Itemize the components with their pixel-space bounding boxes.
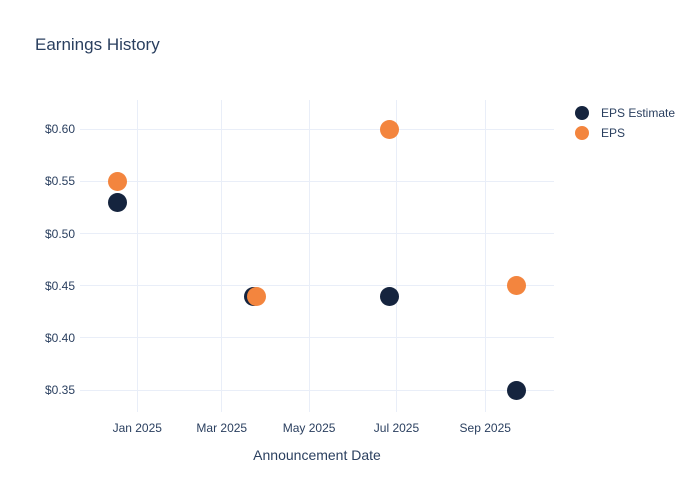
x-tick-label: Jul 2025 xyxy=(373,421,420,435)
y-tick-label: $0.50 xyxy=(44,226,75,241)
x-axis-title: Announcement Date xyxy=(253,447,381,463)
x-tick-label: Sep 2025 xyxy=(459,421,511,435)
y-tick-label: $0.40 xyxy=(44,330,75,345)
gridline-vertical xyxy=(308,100,310,412)
data-point-eps-estimate-3[interactable] xyxy=(507,380,527,400)
data-point-eps-estimate-2[interactable] xyxy=(379,286,399,306)
legend-label: EPS xyxy=(601,126,626,140)
x-tick-label: Mar 2025 xyxy=(196,421,248,435)
gridline-vertical xyxy=(221,100,223,412)
gridline-vertical xyxy=(136,100,138,412)
chart-title: Earnings History xyxy=(35,35,160,54)
x-tick-label: Jan 2025 xyxy=(112,421,162,435)
legend-item-eps[interactable]: EPS xyxy=(575,126,675,140)
data-point-eps-1[interactable] xyxy=(246,286,266,306)
gridline-vertical xyxy=(395,100,397,412)
gridline-horizontal xyxy=(80,233,554,235)
plot-area xyxy=(80,100,554,412)
legend-label: EPS Estimate xyxy=(601,106,676,120)
legend-marker-icon xyxy=(575,126,589,140)
gridline-horizontal xyxy=(80,180,554,182)
gridline-vertical xyxy=(484,100,486,412)
gridline-horizontal xyxy=(80,337,554,339)
data-point-eps-estimate-0[interactable] xyxy=(107,192,127,212)
gridline-horizontal xyxy=(80,389,554,391)
legend-marker-icon xyxy=(575,106,589,120)
x-tick-label: May 2025 xyxy=(282,421,336,435)
y-tick-label: $0.35 xyxy=(44,383,75,398)
y-tick-label: $0.55 xyxy=(44,174,75,189)
legend-item-eps-estimate[interactable]: EPS Estimate xyxy=(575,106,675,120)
gridline-horizontal xyxy=(80,285,554,287)
data-point-eps-2[interactable] xyxy=(379,119,399,139)
gridline-horizontal xyxy=(80,128,554,130)
y-tick-label: $0.60 xyxy=(44,122,75,137)
data-point-eps-0[interactable] xyxy=(107,171,127,191)
legend: EPS Estimate EPS xyxy=(575,106,675,146)
y-tick-label: $0.45 xyxy=(44,278,75,293)
data-point-eps-3[interactable] xyxy=(507,276,527,296)
